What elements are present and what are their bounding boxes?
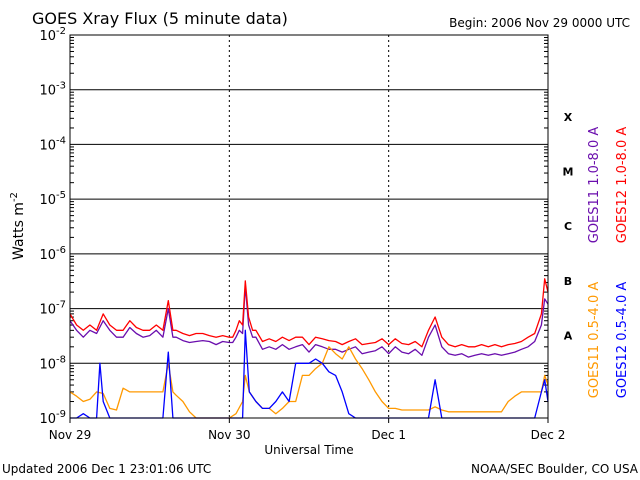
flare-class-b: B [564,275,572,288]
series-line-goes12-1-0-8-0-a [69,278,549,348]
series-line-goes11-1-0-8-0-a [69,285,549,358]
y-tick-label: 10-5 [39,190,66,208]
y-tick-label: 10-3 [39,81,66,99]
legend-goes11-1-0-8-0-a: GOES11 1.0-8.0 A [587,127,602,244]
y-tick-label: 10-7 [39,300,66,318]
y-tick-label: 10-4 [39,135,66,153]
legend: GOES11 1.0-8.0 A GOES12 1.0-8.0 A GOES11 0… [587,127,630,399]
updated-timestamp: Updated 2006 Dec 1 23:01:06 UTC [2,462,211,476]
y-axis-label-text: Watts m [11,202,27,260]
flare-class-labels: X M C B A [563,111,574,343]
flare-class-m: M [563,166,574,179]
y-axis-label: Watts m-2 [9,192,27,260]
x-tick-label: Dec 1 [371,428,406,442]
credit-text: NOAA/SEC Boulder, CO USA [471,462,639,476]
y-tick-label: 10-9 [39,409,66,427]
chart-title: GOES Xray Flux (5 minute data) [32,9,288,28]
legend-goes12-0-5-4-0-a: GOES12 0.5-4.0 A [615,282,630,399]
grid [70,34,548,419]
x-axis-label: Universal Time [264,443,353,457]
x-tick-label: Dec 2 [531,428,566,442]
x-tick-label: Nov 29 [49,428,92,442]
y-tick-label: 10-2 [39,26,66,44]
y-tick-labels: 10-2 10-3 10-4 10-5 10-6 10-7 10-8 10-9 [39,26,66,427]
x-tick-labels: Nov 29 Nov 30 Dec 1 Dec 2 [49,418,566,442]
plot-frame [69,34,549,419]
flare-class-a: A [564,330,573,343]
series-line-goes12-0-5-4-0-a [70,329,549,419]
series-layer [69,278,549,419]
y-axis-label-exponent: -2 [9,192,20,202]
legend-goes12-1-0-8-0-a: GOES12 1.0-8.0 A [615,127,630,244]
y-tick-label: 10-6 [39,245,66,263]
flare-class-c: C [564,220,572,233]
series-line-goes11-0-5-4-0-a [69,346,549,419]
x-tick-label: Nov 30 [208,428,251,442]
legend-goes11-0-5-4-0-a: GOES11 0.5-4.0 A [587,282,602,399]
flare-class-x: X [564,111,573,124]
y-tick-label: 10-8 [39,354,66,372]
begin-time: Begin: 2006 Nov 29 0000 UTC [449,16,630,30]
